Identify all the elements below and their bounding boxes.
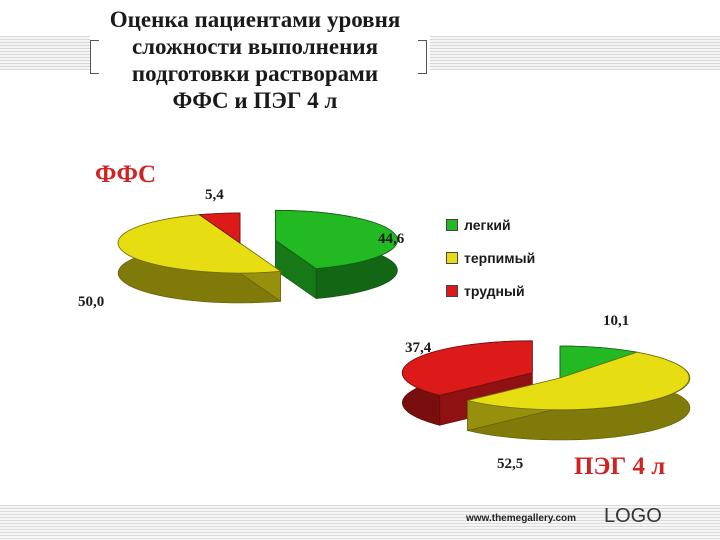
slice-top-0-легкий (275, 209, 398, 270)
data-label-0-0: 44,6 (378, 231, 405, 247)
slide-title: Оценка пациентами уровня сложности выпол… (109, 7, 401, 113)
legend-swatch-red (446, 284, 458, 297)
data-label-0-1: 50,0 (78, 294, 104, 310)
footer-url: www.themegallery.com (466, 513, 577, 524)
pie-title-1: ПЭГ 4 л (574, 453, 665, 480)
title-bracket-right (418, 40, 427, 74)
slice-top-1-трудный (401, 340, 533, 396)
legend-label: легкий (464, 216, 511, 233)
chart-legend: легкий терпимый трудный (446, 208, 535, 307)
legend-item-difficult: трудный (446, 274, 535, 307)
slice-top-1-терпимый (467, 351, 690, 411)
footer-logo: LOGO (604, 505, 662, 527)
legend-label: терпимый (464, 249, 536, 266)
legend-item-easy: легкий (446, 208, 535, 241)
legend-swatch-green (446, 218, 458, 231)
data-label-0-2: 5,4 (205, 187, 224, 203)
header-stripes-left (0, 36, 90, 70)
legend-item-tolerable: терпимый (446, 241, 535, 274)
data-label-1-2: 37,4 (405, 340, 432, 356)
slice-top-1-легкий (559, 345, 638, 379)
legend-label: трудный (464, 282, 525, 299)
legend-swatch-yellow (446, 251, 458, 264)
header-stripes-right (430, 36, 720, 70)
pie-title-0: ФФС (95, 161, 156, 188)
data-label-1-0: 10,1 (603, 313, 629, 329)
slice-top-0-терпимый (117, 214, 282, 274)
title-bracket-left (90, 40, 99, 74)
slice-top-0-трудный (198, 212, 241, 244)
data-label-1-1: 52,5 (497, 456, 523, 472)
